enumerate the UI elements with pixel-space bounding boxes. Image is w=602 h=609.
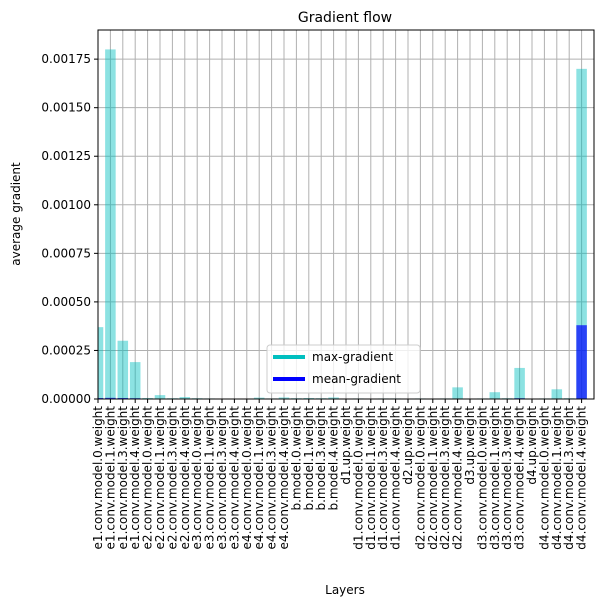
y-axis-label: average gradient <box>9 162 23 266</box>
chart-title: Gradient flow <box>298 10 392 26</box>
legend-label-mean-gradient: mean-gradient <box>312 372 401 386</box>
max-gradient-bar <box>130 362 141 399</box>
max-gradient-bar <box>155 395 166 399</box>
max-gradient-bar <box>105 49 116 399</box>
max-gradient-bar <box>552 389 563 399</box>
x-axis-ticks: e1.conv.model.0.weighte1.conv.model.1.we… <box>91 399 589 550</box>
max-gradient-bar <box>490 392 501 399</box>
y-tick-label: 0.00150 <box>41 101 91 115</box>
max-gradient-bar <box>452 387 463 399</box>
x-axis-label: Layers <box>325 583 365 597</box>
y-axis-ticks: 0.00000 0.00025 0.00050 0.00075 0.00100 0.001… <box>41 52 98 406</box>
y-tick-label: 0.00075 <box>41 246 91 260</box>
y-tick-label: 0.00025 <box>41 343 91 357</box>
legend-label-max-gradient: max-gradient <box>312 350 393 364</box>
grid-lines <box>98 30 594 399</box>
y-tick-label: 0.00000 <box>41 392 91 406</box>
max-gradient-bar <box>98 327 103 399</box>
y-tick-label: 0.00175 <box>41 52 91 66</box>
max-gradient-bar <box>514 368 525 399</box>
y-tick-label: 0.00100 <box>41 198 91 212</box>
mean-gradient-bar <box>576 325 587 399</box>
max-gradient-bar <box>118 341 129 399</box>
y-tick-label: 0.00050 <box>41 295 91 309</box>
legend: max-gradient mean-gradient <box>267 345 420 393</box>
x-tick-label: d4.conv.model.4.weight <box>575 406 589 550</box>
y-tick-label: 0.00125 <box>41 149 91 163</box>
